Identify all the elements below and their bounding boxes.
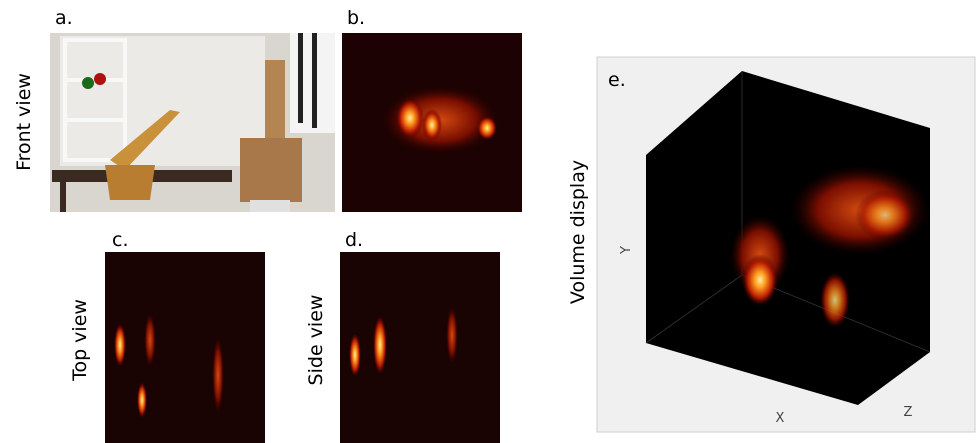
panel-label: b. <box>347 7 365 29</box>
photo <box>50 33 335 212</box>
front-reconstruction <box>342 33 522 212</box>
side-reconstruction <box>340 252 500 443</box>
top-reconstruction <box>105 252 265 443</box>
panel-label: d. <box>345 229 363 251</box>
panel-label: e. <box>608 69 626 91</box>
axis-label: X <box>776 411 785 426</box>
panel-caption: Side view <box>305 295 327 386</box>
axis-label: Z <box>904 405 913 420</box>
panel-caption: Top view <box>69 299 91 382</box>
figure: a. Front view b. c. Top view d. S <box>0 0 979 443</box>
volume-display <box>597 57 975 432</box>
panel-label: a. <box>55 7 73 29</box>
panel-caption: Front view <box>13 73 35 171</box>
panel-caption: Volume display <box>567 160 589 304</box>
axis-label: Y <box>619 246 634 255</box>
panel-label: c. <box>112 229 129 251</box>
